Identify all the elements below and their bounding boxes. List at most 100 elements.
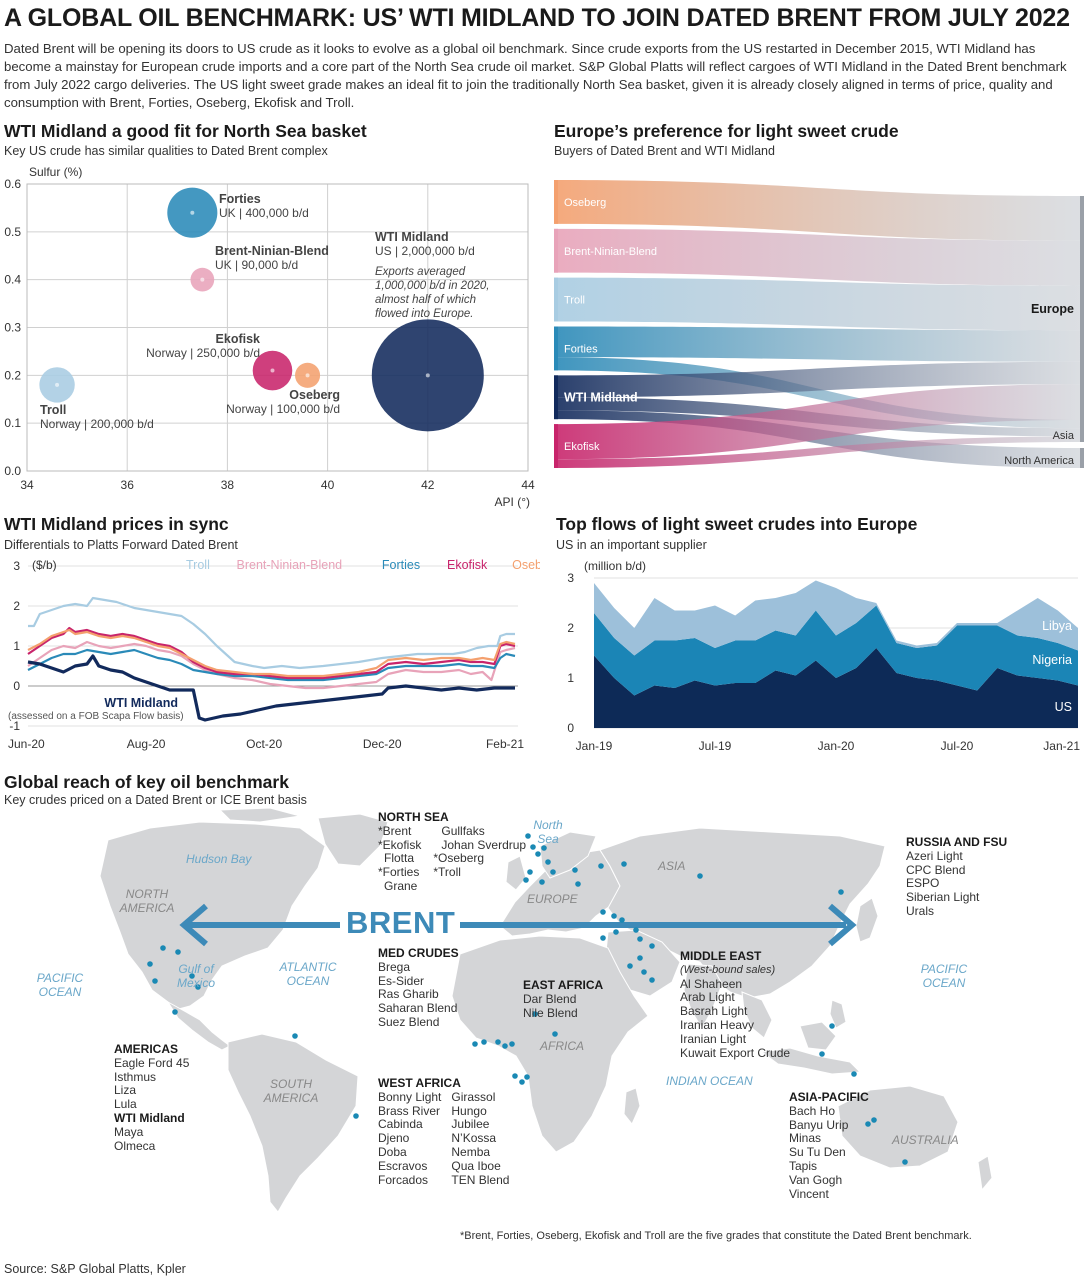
y-tick-label: 0.3 <box>4 321 21 335</box>
land-philippines <box>829 999 847 1029</box>
area-nigeria <box>594 605 1078 696</box>
label-europe: EUROPE <box>527 892 578 906</box>
list-item: Dar Blend <box>523 991 577 1006</box>
list-item: Nemba <box>451 1144 491 1159</box>
sankey-chart-title: Europe’s preference for light sweet crud… <box>554 121 899 141</box>
list-item: Es-Sider <box>378 973 425 988</box>
list-item: Escravos <box>378 1158 428 1173</box>
bubble-center <box>270 368 275 373</box>
list-item: Hungo <box>451 1103 487 1118</box>
series-label-libya: Libya <box>1042 619 1072 633</box>
region-west-africa: WEST AFRICA Bonny Light Brass River Cabi… <box>378 1076 509 1187</box>
sankey-flow <box>554 180 1082 241</box>
brent-label: BRENT <box>346 905 456 940</box>
area-libya <box>594 580 1078 656</box>
label-north-sea: North Sea <box>533 818 563 846</box>
land-africa <box>451 935 649 1153</box>
region-asia-pacific: ASIA-PACIFIC Bach Ho Banyu Urip Minas Su… <box>789 1090 869 1201</box>
sankey-target-node <box>1080 196 1084 420</box>
prices-chart: 3 2 1 0 -1 ($/b) Jun-20 Aug-20 Oct-20 Dec-20 Feb-2… <box>8 558 540 751</box>
list-item: *Ekofisk <box>378 837 422 852</box>
intro-text: Dated Brent will be opening its doors to… <box>4 41 1067 110</box>
list-item: Flotta <box>384 851 415 866</box>
legend-item: Brent-Ninian-Blend <box>237 558 343 572</box>
legend-item: Troll <box>186 558 210 572</box>
list-item: Eagle Ford 45 <box>114 1055 190 1070</box>
plot-frame <box>26 183 529 472</box>
sankey-flow <box>554 361 1082 398</box>
region-heading: NORTH SEA <box>378 810 449 824</box>
sankey-target-node <box>1080 420 1084 442</box>
bubble-center <box>200 277 205 282</box>
bubble-chart: 0.0 0.1 0.2 0.3 0.4 0.5 0.6 34 36 38 40 42 44 Sulfur … <box>4 165 535 509</box>
list-item: *Oseberg <box>433 851 485 866</box>
x-tick-label: Dec-20 <box>363 737 402 751</box>
land-uk <box>505 855 527 891</box>
bubble-chart-title: WTI Midland a good fit for North Sea bas… <box>4 121 367 141</box>
y-tick-label: 1 <box>13 639 20 653</box>
label-pacific-ocean-east: PACIFIC OCEAN <box>920 962 968 990</box>
x-tick-label: Jan-21 <box>1043 739 1080 753</box>
land-madagascar <box>623 1087 641 1125</box>
sankey-flow <box>554 436 1082 468</box>
label-north-america: NORTH AMERICA <box>119 887 175 915</box>
y-tick-label: 3 <box>13 559 20 573</box>
legend-item: Ekofisk <box>447 558 488 572</box>
sankey-source-node <box>554 277 558 322</box>
list-item: Johan Sverdrup <box>441 837 527 852</box>
series-label-wti: WTI Midland <box>104 696 178 710</box>
sankey-source-node <box>554 180 558 224</box>
wti-note: Exports averaged 1,000,000 b/d in 2020, al… <box>375 266 489 320</box>
map-subtitle: Key crudes priced on a Dated Brent or IC… <box>4 793 307 807</box>
bubble-label-detail: US | 2,000,000 b/d <box>375 244 475 258</box>
bubble-label-name: Troll <box>40 403 66 417</box>
y-tick-label: 0 <box>13 679 20 693</box>
list-item: Arab Light <box>680 990 735 1005</box>
x-tick-label: Jul-19 <box>699 739 732 753</box>
bubble-label-detail: UK | 400,000 b/d <box>219 206 309 220</box>
land-india <box>683 963 723 1029</box>
list-item: Olmeca <box>114 1138 156 1153</box>
list-item: Nile Blend <box>523 1005 578 1020</box>
region-north-sea: NORTH SEA *Brent *Ekofisk Flotta *Fortie… <box>378 810 527 894</box>
list-item: Girassol <box>451 1089 496 1104</box>
wti-basis-note: (assessed on a FOB Scapa Flow basis) <box>8 711 184 722</box>
list-item: Forcados <box>378 1172 429 1187</box>
y-tick-label: 0 <box>567 721 574 735</box>
x-tick-label: Jan-20 <box>818 739 855 753</box>
sankey-target-node <box>1080 448 1084 468</box>
y-tick-label: 0.0 <box>4 464 21 478</box>
land-new-zealand <box>977 1155 993 1192</box>
list-item: Liza <box>114 1083 137 1098</box>
region-east-africa: EAST AFRICA Dar Blend Nile Blend <box>523 978 603 1020</box>
list-item: Al Shaheen <box>680 976 743 991</box>
list-item: Kuwait Export Crude <box>680 1045 791 1060</box>
list-item: Suez Blend <box>378 1014 440 1029</box>
list-item: Saharan Blend <box>378 1001 458 1016</box>
list-item: Banyu Urip <box>789 1117 849 1132</box>
y-axis-label: ($/b) <box>32 558 57 572</box>
list-item: Isthmus <box>114 1069 157 1084</box>
x-tick-label: Aug-20 <box>127 737 166 751</box>
list-item: ESPO <box>906 876 940 891</box>
flows-chart-subtitle: US in an important supplier <box>556 538 707 552</box>
region-heading: WEST AFRICA <box>378 1076 461 1090</box>
region-heading: MIDDLE EAST <box>680 949 762 963</box>
list-item: Vincent <box>789 1186 829 1201</box>
brent-arrow <box>179 903 857 947</box>
sankey-source-label: Brent-Ninian-Blend <box>564 246 657 258</box>
land-north-america <box>99 821 326 1011</box>
bubble-label-detail: Norway | 200,000 b/d <box>40 417 154 431</box>
list-item: Iranian Light <box>680 1031 747 1046</box>
sankey-flow <box>554 228 1082 286</box>
prices-chart-subtitle: Differentials to Platts Forward Dated Br… <box>4 538 238 552</box>
y-tick-label: -1 <box>9 719 20 733</box>
list-item: Azeri Light <box>906 848 963 863</box>
sankey-target-label: Asia <box>1053 430 1075 442</box>
sankey-source-label: Oseberg <box>564 197 606 209</box>
page-title: A GLOBAL OIL BENCHMARK: US’ WTI MIDLAND … <box>4 4 1070 32</box>
x-tick-label: 34 <box>20 478 34 492</box>
label-africa: AFRICA <box>540 1039 585 1053</box>
list-item: Qua Iboe <box>451 1158 501 1173</box>
crude-location-dots <box>147 833 908 1165</box>
